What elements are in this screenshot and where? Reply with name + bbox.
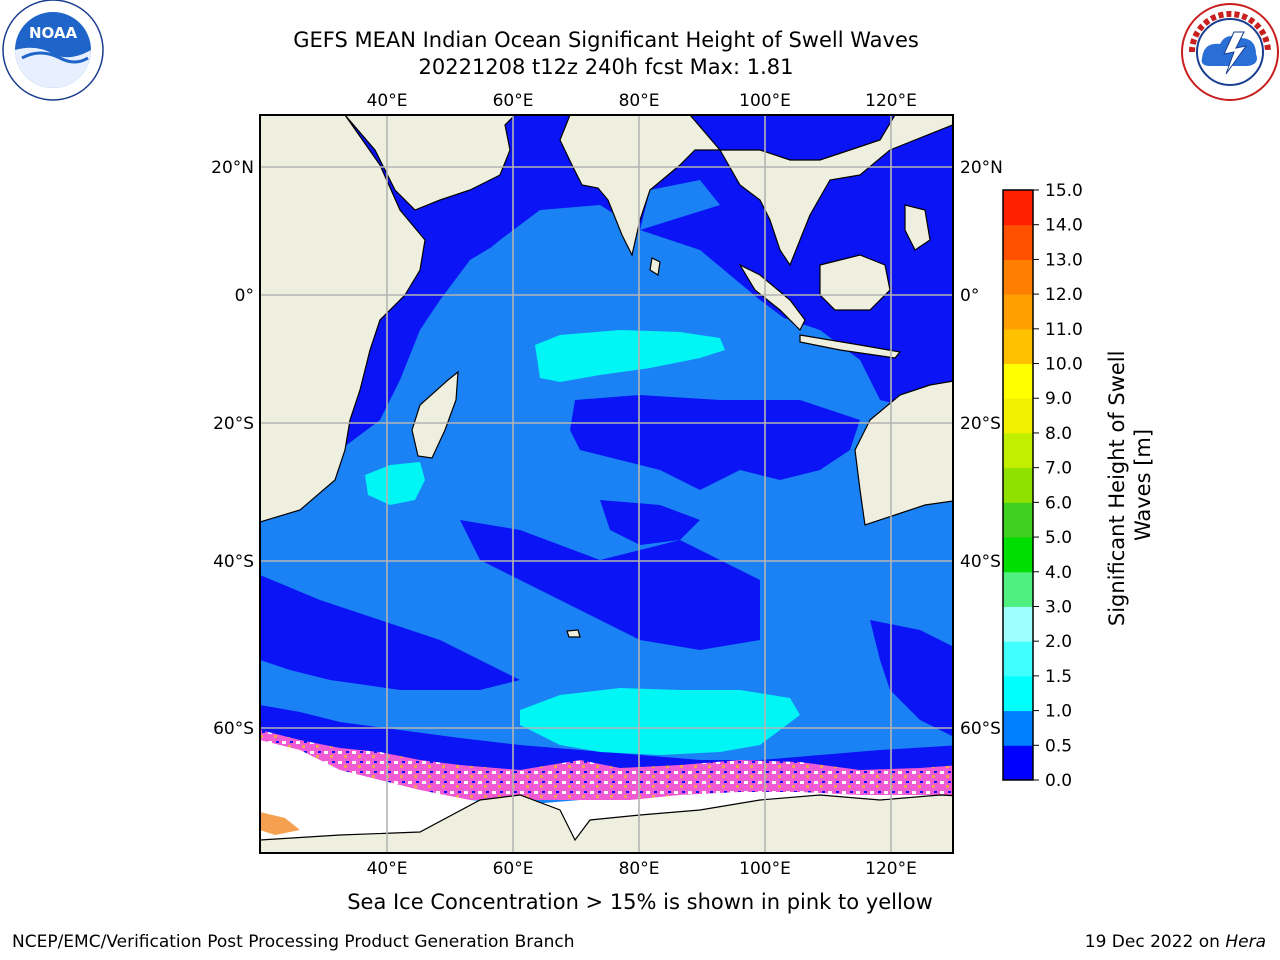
- colorbar-tick-label: 12.0: [1045, 285, 1083, 305]
- lon-label: 60°E: [493, 91, 534, 111]
- colorbar-tick-label: 10.0: [1045, 355, 1083, 375]
- lat-label: 60°S: [960, 719, 1001, 739]
- footer-credit: NCEP/EMC/Verification Post Processing Pr…: [12, 932, 575, 952]
- colorbar-tick-label: 11.0: [1045, 320, 1083, 340]
- colorbar-frame: [1002, 189, 1034, 781]
- map-subtitle: 20221208 t12z 240h fcst Max: 1.81: [418, 55, 794, 79]
- colorbar-label: Significant Height of Swell Waves [m]: [1105, 344, 1155, 626]
- colorbar-segment: [1003, 675, 1033, 712]
- colorbar-tick-label: 13.0: [1045, 250, 1083, 270]
- lon-label: 120°E: [865, 859, 917, 879]
- colorbar-segment: [1003, 571, 1033, 607]
- lon-label: 120°E: [865, 91, 917, 111]
- graticule: [260, 115, 953, 853]
- lon-label: 100°E: [739, 91, 791, 111]
- land-masses: [260, 115, 953, 853]
- colorbar-tick-label: 2.0: [1045, 632, 1072, 652]
- colorbar-segment: [1003, 745, 1033, 781]
- sea-ice-note: Sea Ice Concentration > 15% is shown in …: [347, 890, 933, 914]
- lat-label: 60°S: [213, 719, 254, 739]
- lon-label: 40°E: [367, 859, 408, 879]
- lon-labels-top: 40°E 60°E 80°E 100°E 120°E: [367, 91, 917, 111]
- colorbar-segment: [1003, 328, 1033, 365]
- map-title: GEFS MEAN Indian Ocean Significant Heigh…: [293, 28, 919, 52]
- noaa-logo-icon: NOAA: [0, 0, 106, 110]
- lat-label: 20°N: [960, 158, 1003, 178]
- lon-label: 80°E: [619, 859, 660, 879]
- footer-system: Hera: [1225, 932, 1266, 952]
- lat-label: 20°N: [211, 158, 254, 178]
- colorbar-tick-label: 8.0: [1045, 424, 1072, 444]
- colorbar-segment: [1003, 537, 1033, 573]
- colorbar-segment: [1003, 710, 1033, 746]
- lat-labels-left: 20°N 0° 20°S 40°S 60°S: [211, 158, 254, 739]
- lon-labels-bottom: 40°E 60°E 80°E 100°E 120°E: [367, 859, 917, 879]
- map-frame: [259, 114, 954, 854]
- colorbar-tick-label: 1.5: [1045, 667, 1072, 687]
- colorbar-segment: [1003, 363, 1033, 399]
- colorbar-tick-label: 15.0: [1045, 181, 1083, 201]
- lat-labels-right: 20°N 0° 20°S 40°S 60°S: [960, 158, 1003, 739]
- nws-logo-icon: [1180, 2, 1280, 106]
- footer-date: 19 Dec 2022 on Hera: [1084, 932, 1266, 952]
- lat-label: 40°S: [213, 552, 254, 572]
- colorbar-segment: [1003, 467, 1033, 503]
- colorbar-segment: [1003, 190, 1033, 226]
- lat-label: 20°S: [960, 414, 1001, 434]
- colorbar: 0.0 0.5 1.0 1.5 2.0 3.0 4.0 5.0 6.0 7.0 8.0 9.0 10.0…: [1002, 181, 1083, 791]
- colorbar-segment: [1003, 641, 1033, 677]
- colorbar-segment: [1003, 398, 1033, 434]
- colorbar-segment: [1003, 606, 1033, 642]
- lat-label: 20°S: [213, 414, 254, 434]
- colorbar-tick-label: 1.0: [1045, 702, 1072, 722]
- colorbar-segment: [1003, 502, 1033, 538]
- colorbar-tick-label: 9.0: [1045, 389, 1072, 409]
- colorbar-segment: [1003, 294, 1033, 330]
- colorbar-tick-label: 3.0: [1045, 597, 1072, 617]
- colorbar-tick-label: 0.0: [1045, 771, 1072, 791]
- colorbar-tick-label: 5.0: [1045, 528, 1072, 548]
- noaa-logo-text: NOAA: [29, 24, 78, 42]
- map-panel: [260, 115, 953, 853]
- colorbar-tick-label: 6.0: [1045, 493, 1072, 513]
- lon-label: 100°E: [739, 859, 791, 879]
- lat-label: 0°: [235, 286, 254, 306]
- colorbar-segment: [1003, 224, 1033, 260]
- colorbar-segment: [1003, 259, 1033, 295]
- lon-label: 80°E: [619, 91, 660, 111]
- colorbar-tick-label: 0.5: [1045, 736, 1072, 756]
- lat-label: 0°: [960, 286, 979, 306]
- colorbar-segment: [1003, 432, 1033, 469]
- colorbar-tick-label: 14.0: [1045, 216, 1083, 236]
- lat-label: 40°S: [960, 552, 1001, 572]
- map-figure: 40°E 60°E 80°E 100°E 120°E 40°E 60°E 80°…: [211, 91, 1155, 879]
- colorbar-tick-label: 4.0: [1045, 563, 1072, 583]
- colorbar-tick-label: 7.0: [1045, 459, 1072, 479]
- lon-label: 60°E: [493, 859, 534, 879]
- lon-label: 40°E: [367, 91, 408, 111]
